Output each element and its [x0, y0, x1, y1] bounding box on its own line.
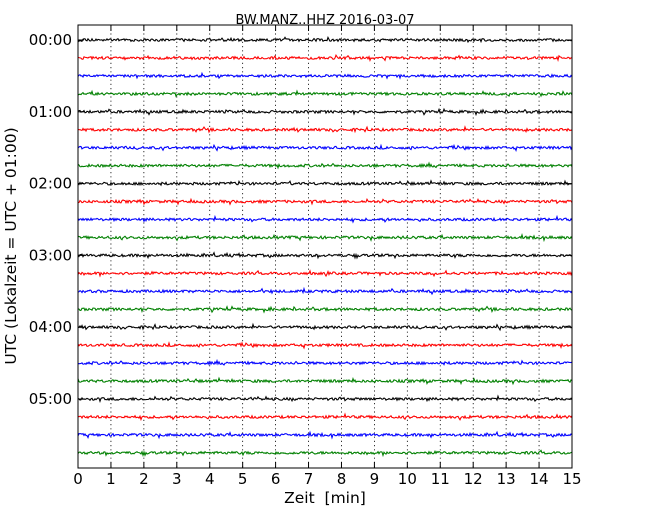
x-axis-label: Zeit [min] [284, 489, 366, 507]
trace-line [77, 89, 573, 98]
y-axis-label: UTC (Lokalzeit = UTC + 01:00) [2, 127, 20, 364]
x-tick-label: 4 [205, 470, 215, 488]
x-tick-label: 6 [271, 470, 281, 488]
trace-line [77, 286, 573, 296]
trace-line [77, 269, 573, 278]
trace-line [77, 197, 573, 206]
x-tick-label: 8 [337, 470, 347, 488]
x-tick-label: 1 [106, 470, 116, 488]
x-tick-label: 10 [398, 470, 417, 488]
y-tick-label: 03:00 [29, 246, 72, 264]
trace-line [77, 107, 573, 117]
trace-line [77, 376, 573, 386]
trace-line [77, 143, 573, 153]
trace-line [77, 412, 573, 422]
trace-line [77, 251, 573, 260]
traces [77, 35, 573, 458]
x-tick-label: 14 [530, 470, 549, 488]
trace-line [77, 179, 573, 187]
x-tick-label: 9 [370, 470, 380, 488]
x-tick-label: 15 [562, 470, 581, 488]
trace-line [77, 358, 573, 366]
trace-line [77, 35, 573, 44]
y-tick-label: 00:00 [29, 31, 72, 49]
trace-line [77, 394, 573, 403]
x-tick-label: 7 [304, 470, 314, 488]
trace-line [77, 53, 573, 63]
grid [110, 25, 540, 468]
trace-line [77, 322, 573, 332]
trace-line [77, 305, 573, 314]
trace-line [77, 125, 573, 134]
y-tick-label: 05:00 [29, 390, 72, 408]
y-tick-label: 01:00 [29, 103, 72, 121]
y-tick-label: 02:00 [29, 175, 72, 193]
x-tick-label: 12 [464, 470, 483, 488]
x-axis: 0 1 2 3 4 5 6 7 8 9 10 11 12 13 14 15 [73, 25, 582, 488]
y-tick-label: 04:00 [29, 318, 72, 336]
trace-line [77, 161, 573, 170]
trace-line [77, 341, 573, 350]
x-tick-label: 13 [497, 470, 516, 488]
chart-title: BW.MANZ..HHZ 2016-03-07 [235, 13, 414, 28]
trace-line [77, 430, 573, 440]
x-tick-label: 11 [431, 470, 450, 488]
x-tick-label: 2 [139, 470, 149, 488]
x-tick-label: 5 [238, 470, 248, 488]
trace-line [77, 71, 573, 80]
plot-frame [77, 24, 573, 469]
y-axis: 00:00 01:00 02:00 03:00 04:00 05:00 [29, 31, 572, 408]
x-tick-label: 3 [172, 470, 182, 488]
trace-line [77, 449, 573, 458]
trace-line [77, 214, 573, 224]
x-tick-label: 0 [73, 470, 83, 488]
trace-line [77, 233, 573, 243]
